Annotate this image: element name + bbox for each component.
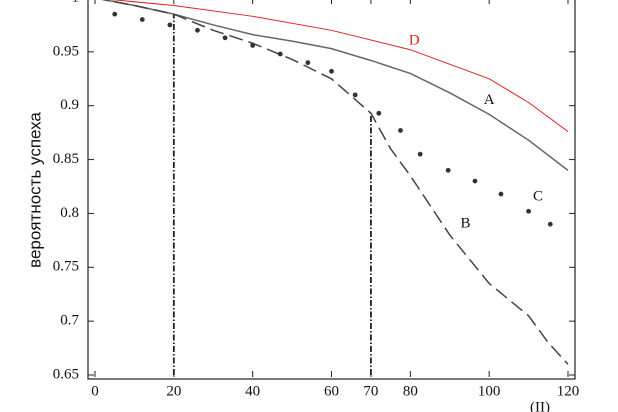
data-point (112, 11, 118, 17)
data-point (547, 221, 553, 227)
y-tick-label: 0.8 (60, 205, 79, 221)
y-tick-label: 0.75 (53, 259, 79, 275)
y-tick-label: 0.9 (60, 97, 79, 113)
data-point (376, 110, 382, 116)
x-tick-label: 0 (91, 383, 99, 399)
data-point (398, 128, 403, 133)
x-tick-label: 80 (403, 383, 418, 399)
data-point (305, 60, 311, 66)
data-point (222, 35, 228, 41)
series-label: A (484, 92, 495, 108)
series-label: D (409, 33, 420, 49)
y-tick-label: 0.95 (53, 43, 79, 59)
series-line (101, 0, 569, 171)
y-tick-label: 0.7 (60, 313, 79, 329)
plot-frame (87, 0, 576, 380)
x-tick-label: 60 (324, 383, 339, 399)
x-tick-label: 70 (363, 383, 378, 399)
series-label: B (461, 216, 471, 232)
x-tick-label: 20 (166, 383, 181, 399)
data-point (277, 51, 283, 57)
x-tick-label: 120 (557, 383, 580, 399)
data-point (472, 178, 478, 184)
series-line (110, 0, 569, 132)
x-tick-label: 40 (245, 383, 260, 399)
data-point (329, 68, 334, 74)
data-point (139, 17, 145, 22)
series-label: C (533, 189, 543, 205)
data-point (498, 191, 504, 197)
y-tick-label: 1 (72, 0, 80, 5)
series-line (101, 0, 569, 365)
data-point (195, 27, 200, 33)
data-point (167, 22, 173, 28)
y-tick-label: 0.65 (53, 366, 79, 382)
data-point (352, 92, 358, 98)
y-tick-label: 0.85 (53, 151, 79, 167)
x-tick-label: 100 (478, 383, 501, 399)
data-point (445, 167, 451, 173)
x-axis-label: (II) (530, 399, 550, 412)
data-point (417, 151, 423, 157)
y-axis-label: вероятность успеха (25, 112, 44, 268)
data-point (250, 42, 256, 48)
data-point (526, 208, 531, 214)
